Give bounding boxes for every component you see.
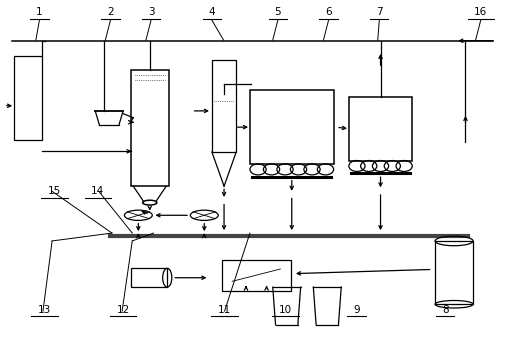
Text: 1: 1 bbox=[36, 7, 43, 17]
Text: 8: 8 bbox=[441, 305, 447, 315]
Text: 11: 11 bbox=[217, 305, 231, 315]
Bar bbox=[211, 60, 236, 152]
Text: 16: 16 bbox=[473, 7, 487, 17]
Bar bbox=[14, 56, 42, 140]
Text: 4: 4 bbox=[208, 7, 215, 17]
Text: 9: 9 bbox=[352, 305, 359, 315]
Bar bbox=[130, 70, 168, 186]
Text: 2: 2 bbox=[107, 7, 114, 17]
Bar bbox=[434, 241, 472, 304]
Text: 15: 15 bbox=[48, 186, 61, 196]
Bar bbox=[348, 97, 411, 160]
Text: 7: 7 bbox=[375, 7, 382, 17]
Bar bbox=[249, 90, 333, 164]
Text: 3: 3 bbox=[148, 7, 154, 17]
Text: 13: 13 bbox=[38, 305, 51, 315]
Bar bbox=[130, 268, 167, 287]
Text: 5: 5 bbox=[274, 7, 280, 17]
Text: 6: 6 bbox=[325, 7, 331, 17]
Text: 14: 14 bbox=[91, 186, 104, 196]
Text: 12: 12 bbox=[116, 305, 129, 315]
Text: 10: 10 bbox=[278, 305, 292, 315]
Bar bbox=[221, 260, 290, 290]
